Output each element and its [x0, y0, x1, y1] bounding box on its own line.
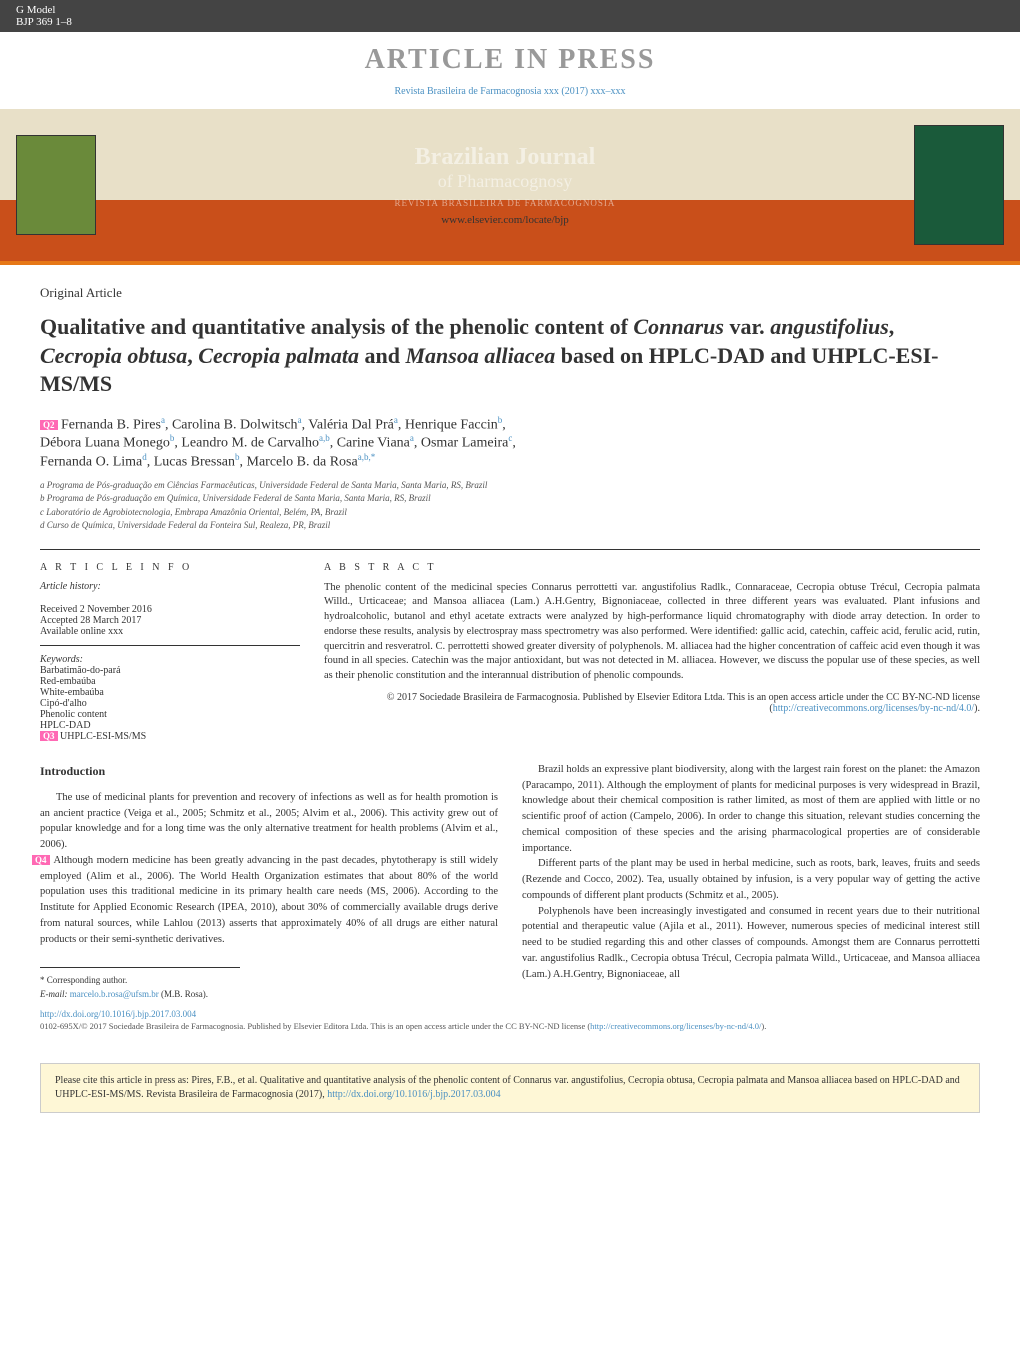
affiliation: d Curso de Química, Universidade Federal…	[40, 519, 980, 533]
keyword: Barbatimão-do-pará	[40, 665, 300, 676]
article-info-label: a r t i c l e i n f o	[40, 562, 300, 573]
affiliation: b Programa de Pós-graduação em Química, …	[40, 492, 980, 506]
journal-small-title: REVISTA BRASILEIRA DE FARMACOGNOSIA	[96, 198, 914, 208]
article-code: BJP 369 1–8	[16, 16, 72, 28]
keyword: Red-embaúba	[40, 676, 300, 687]
abstract-label: a b s t r a c t	[324, 562, 980, 573]
journal-subtitle: of Pharmacognosy	[96, 171, 914, 192]
corresponding-author-footnote: * Corresponding author. E-mail: marcelo.…	[40, 967, 240, 1001]
journal-reference: Revista Brasileira de Farmacognosia xxx …	[0, 82, 1020, 109]
q3-marker: Q3	[40, 731, 58, 741]
article-history-label: Article history:	[40, 581, 300, 592]
left-text-column: Introduction The use of medicinal plants…	[40, 762, 498, 1002]
author: Fernanda B. Pires	[61, 417, 161, 432]
keyword: UHPLC-ESI-MS/MS	[60, 731, 146, 742]
header-bar: G Model BJP 369 1–8	[0, 0, 1020, 32]
cite-doi-link[interactable]: http://dx.doi.org/10.1016/j.bjp.2017.03.…	[327, 1089, 500, 1100]
received-date: Received 2 November 2016	[40, 604, 300, 615]
available-date: Available online xxx	[40, 626, 300, 637]
abstract-column: a b s t r a c t The phenolic content of …	[324, 562, 980, 742]
accepted-date: Accepted 28 March 2017	[40, 615, 300, 626]
affiliation: c Laboratório de Agrobiotecnologia, Embr…	[40, 506, 980, 520]
affiliation: a Programa de Pós-graduação em Ciências …	[40, 479, 980, 493]
article-type: Original Article	[40, 285, 980, 301]
q2-marker: Q2	[40, 420, 58, 430]
author-email[interactable]: marcelo.b.rosa@ufsm.br	[70, 989, 159, 999]
intro-paragraph: Q4Although modern medicine has been grea…	[40, 853, 498, 948]
body-paragraph: Polyphenols have been increasingly inves…	[522, 904, 980, 983]
abstract-text: The phenolic content of the medicinal sp…	[324, 581, 980, 684]
license-text: 0102-695X/© 2017 Sociedade Brasileira de…	[40, 1021, 980, 1031]
citation-box: Please cite this article in press as: Pi…	[40, 1063, 980, 1113]
introduction-heading: Introduction	[40, 762, 498, 780]
article-in-press-banner: ARTICLE IN PRESS	[0, 32, 1020, 82]
journal-banner: Brazilian Journal of Pharmacognosy REVIS…	[0, 109, 1020, 261]
journal-cover-image	[914, 125, 1004, 245]
doi-link[interactable]: http://dx.doi.org/10.1016/j.bjp.2017.03.…	[40, 1009, 980, 1019]
keyword: Cipó-d'alho	[40, 698, 300, 709]
cc-license-link[interactable]: http://creativecommons.org/licenses/by-n…	[590, 1021, 761, 1031]
article-info-column: a r t i c l e i n f o Article history: R…	[40, 562, 300, 742]
keyword: HPLC-DAD	[40, 720, 300, 731]
affiliations: a Programa de Pós-graduação em Ciências …	[40, 479, 980, 533]
journal-title: Brazilian Journal	[96, 144, 914, 171]
keyword: Phenolic content	[40, 709, 300, 720]
intro-paragraph: The use of medicinal plants for preventi…	[40, 790, 498, 853]
author: Fernanda O. Lima	[40, 455, 142, 470]
g-model: G Model	[16, 4, 72, 16]
authors-block: Q2 Fernanda B. Piresa, Carolina B. Dolwi…	[40, 415, 980, 471]
keyword: White-embaúba	[40, 687, 300, 698]
journal-url[interactable]: www.elsevier.com/locate/bjp	[96, 214, 914, 226]
society-logo	[16, 135, 96, 235]
copyright: © 2017 Sociedade Brasileira de Farmacogn…	[324, 692, 980, 714]
body-paragraph: Different parts of the plant may be used…	[522, 856, 980, 903]
right-text-column: Brazil holds an expressive plant biodive…	[522, 762, 980, 1002]
body-paragraph: Brazil holds an expressive plant biodive…	[522, 762, 980, 857]
cc-license-link[interactable]: http://creativecommons.org/licenses/by-n…	[773, 703, 974, 714]
article-title: Qualitative and quantitative analysis of…	[40, 313, 980, 399]
author: Débora Luana Monego	[40, 436, 170, 451]
keywords-label: Keywords:	[40, 654, 300, 665]
q4-marker: Q4	[32, 855, 50, 865]
